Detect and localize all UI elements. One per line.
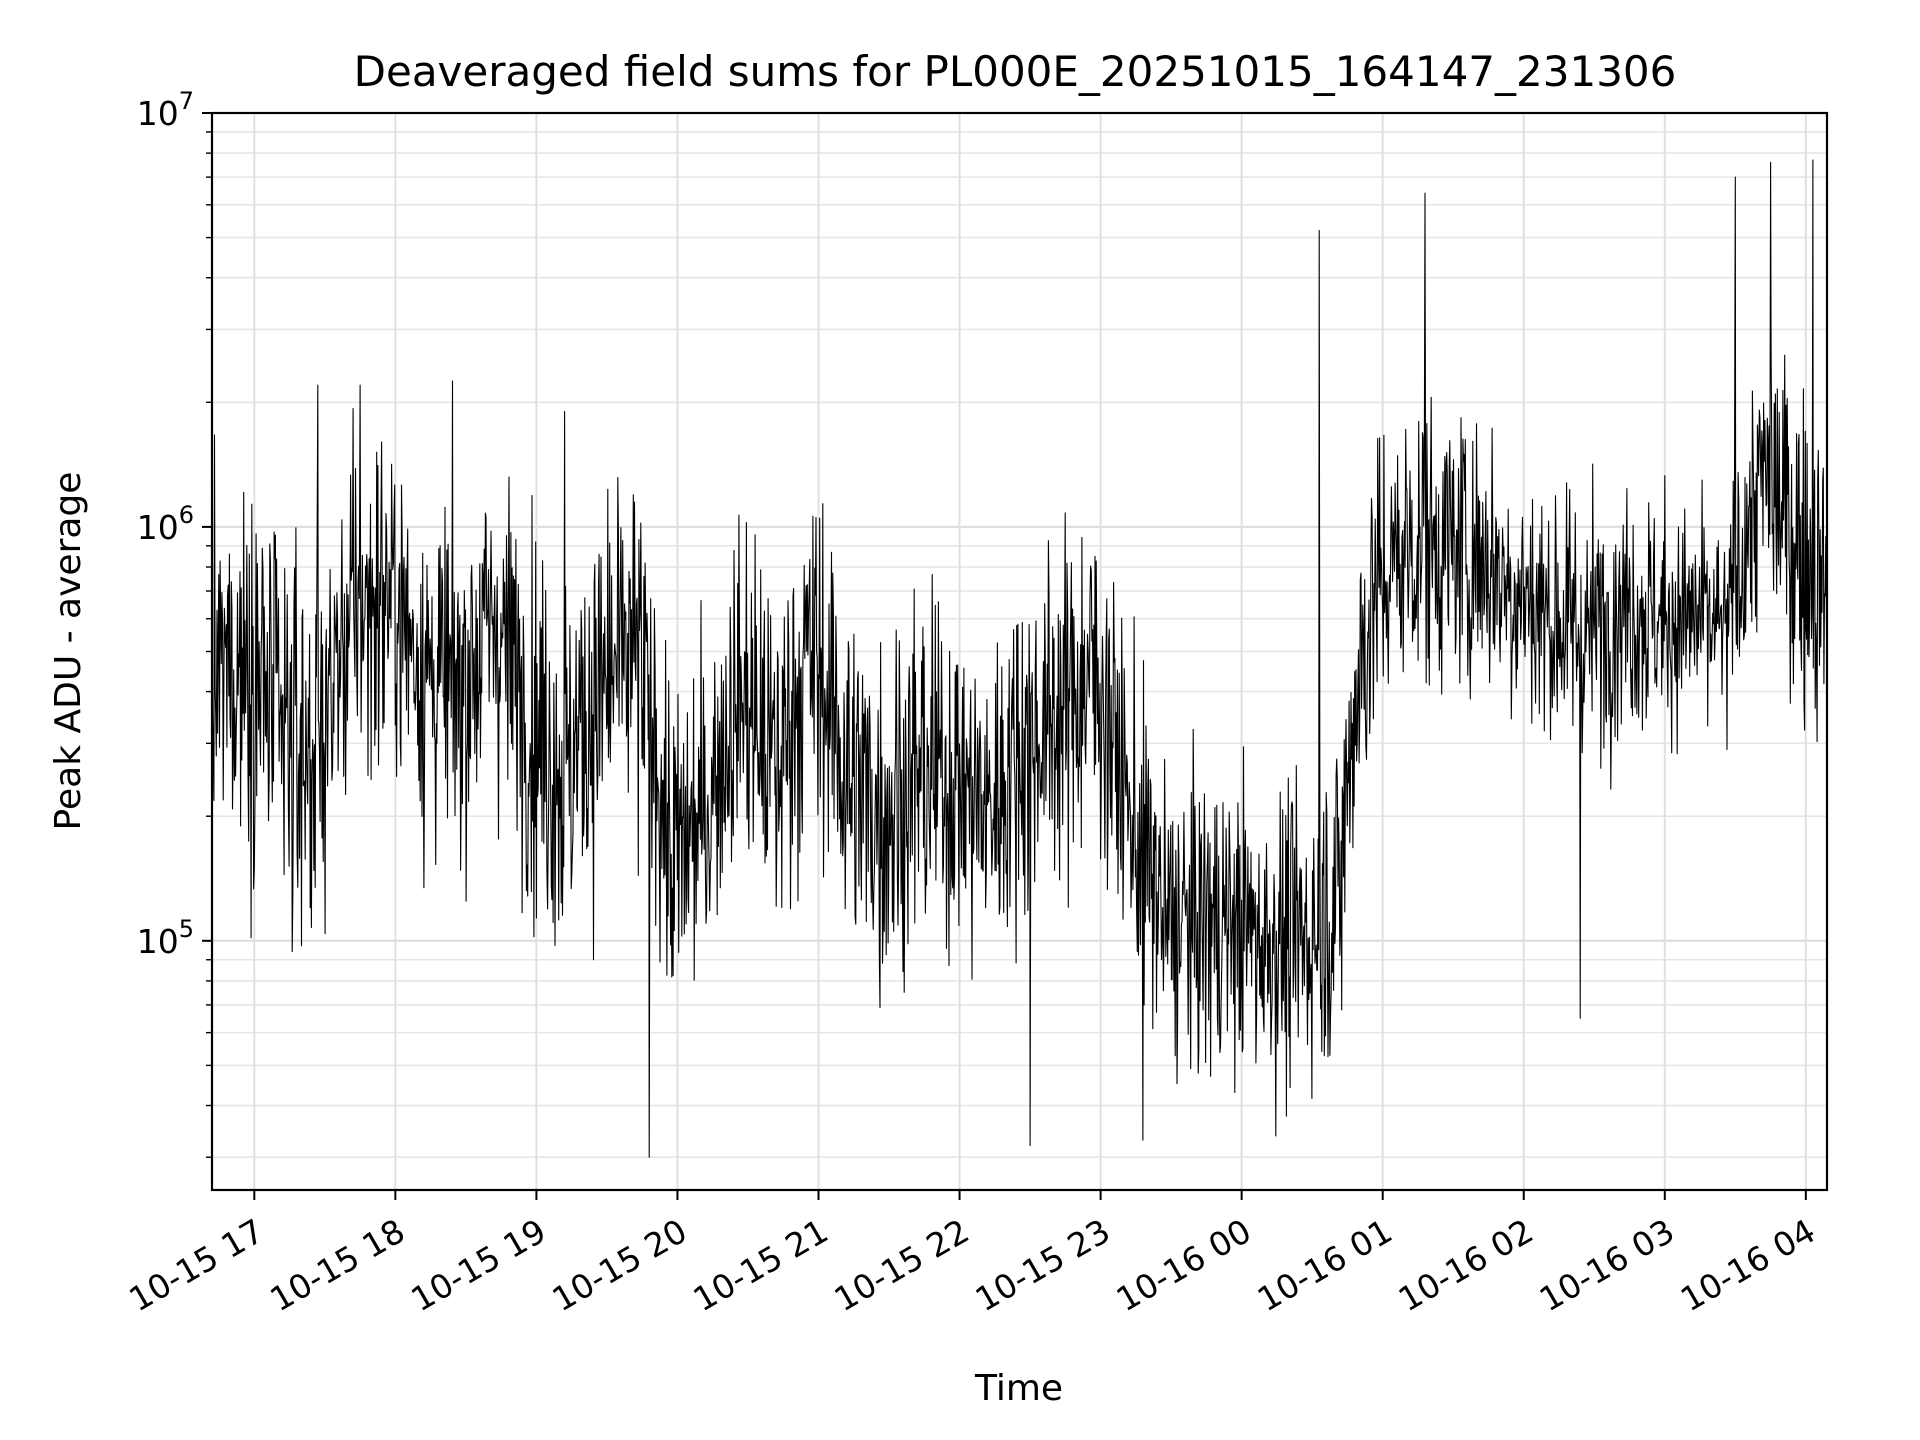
y-axis-label: Peak ADU - average xyxy=(48,472,89,831)
chart-title: Deaveraged field sums for PL000E_2025101… xyxy=(354,47,1677,96)
data-series-line xyxy=(211,159,1828,1158)
series-path xyxy=(211,159,1828,1158)
y-tick-label: 105 xyxy=(137,915,194,961)
y-axis: 105 106 107 xyxy=(137,87,212,1158)
y-tick-label: 106 xyxy=(137,501,194,547)
x-axis-label: Time xyxy=(974,1368,1063,1409)
y-tick-label: 107 xyxy=(137,87,194,133)
